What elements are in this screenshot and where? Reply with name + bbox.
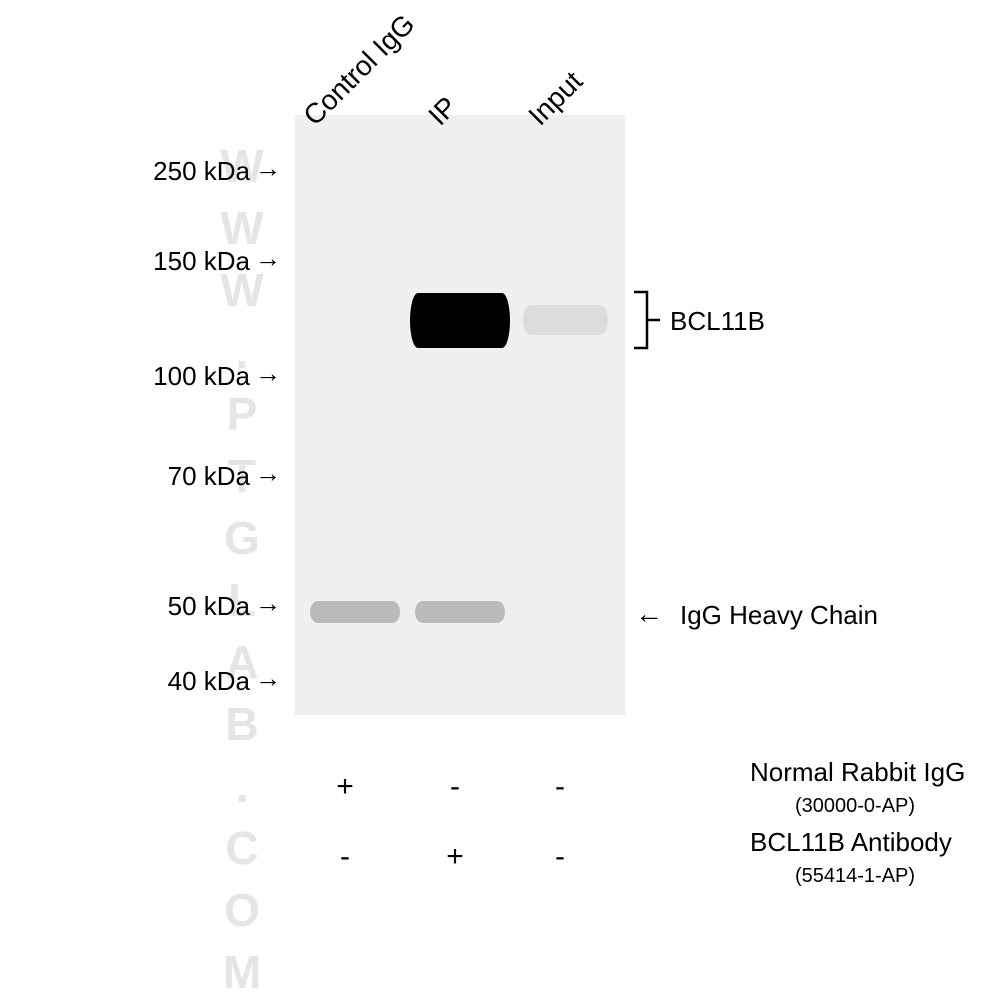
mw-label-150: 150 kDa [140, 246, 250, 277]
bracket-icon [632, 290, 662, 350]
arrow-icon: ← [635, 598, 663, 630]
grid-cell: + [330, 770, 360, 804]
mw-text: 40 kDa [168, 666, 250, 696]
mw-text: 50 kDa [168, 591, 250, 621]
arrow-icon: → [255, 243, 281, 274]
arrow-icon: → [255, 153, 281, 184]
antibody-name: Normal Rabbit IgG [750, 757, 965, 787]
mw-label-40: 40 kDa [140, 666, 250, 697]
blot-membrane [295, 115, 625, 715]
grid-cell: + [440, 840, 470, 874]
mw-label-250: 250 kDa [140, 156, 250, 187]
arrow-icon: → [255, 588, 281, 619]
grid-cell: - [330, 840, 360, 874]
band-igg-ip [415, 601, 505, 623]
band-bcl11b-ip [410, 293, 510, 348]
figure-canvas: WWW.PTGLAB.COM Control IgG IP Input 250 … [0, 0, 1000, 903]
mw-text: 70 kDa [168, 461, 250, 491]
grid-cell: - [545, 840, 575, 874]
target-label-igg-heavy: IgG Heavy Chain [680, 600, 878, 631]
antibody-name: BCL11B Antibody [750, 827, 952, 857]
target-label-bcl11b: BCL11B [670, 306, 765, 337]
arrow-icon: → [255, 458, 281, 489]
mw-label-50: 50 kDa [140, 591, 250, 622]
arrow-icon: → [255, 358, 281, 389]
mw-text: 250 kDa [153, 156, 250, 186]
lane-header-control-igg: Control IgG [297, 8, 421, 132]
antibody-label-normal-rabbit-igg: Normal Rabbit IgG (30000-0-AP) [750, 757, 965, 819]
mw-label-100: 100 kDa [140, 361, 250, 392]
antibody-label-bcl11b: BCL11B Antibody (55414-1-AP) [750, 827, 952, 889]
band-igg-control [310, 601, 400, 623]
grid-cell: - [440, 770, 470, 804]
mw-label-70: 70 kDa [140, 461, 250, 492]
grid-cell: - [545, 770, 575, 804]
band-bcl11b-input [523, 305, 608, 335]
mw-text: 100 kDa [153, 361, 250, 391]
antibody-catalog: (55414-1-AP) [795, 865, 915, 887]
arrow-icon: → [255, 663, 281, 694]
antibody-catalog: (30000-0-AP) [795, 795, 915, 817]
mw-text: 150 kDa [153, 246, 250, 276]
